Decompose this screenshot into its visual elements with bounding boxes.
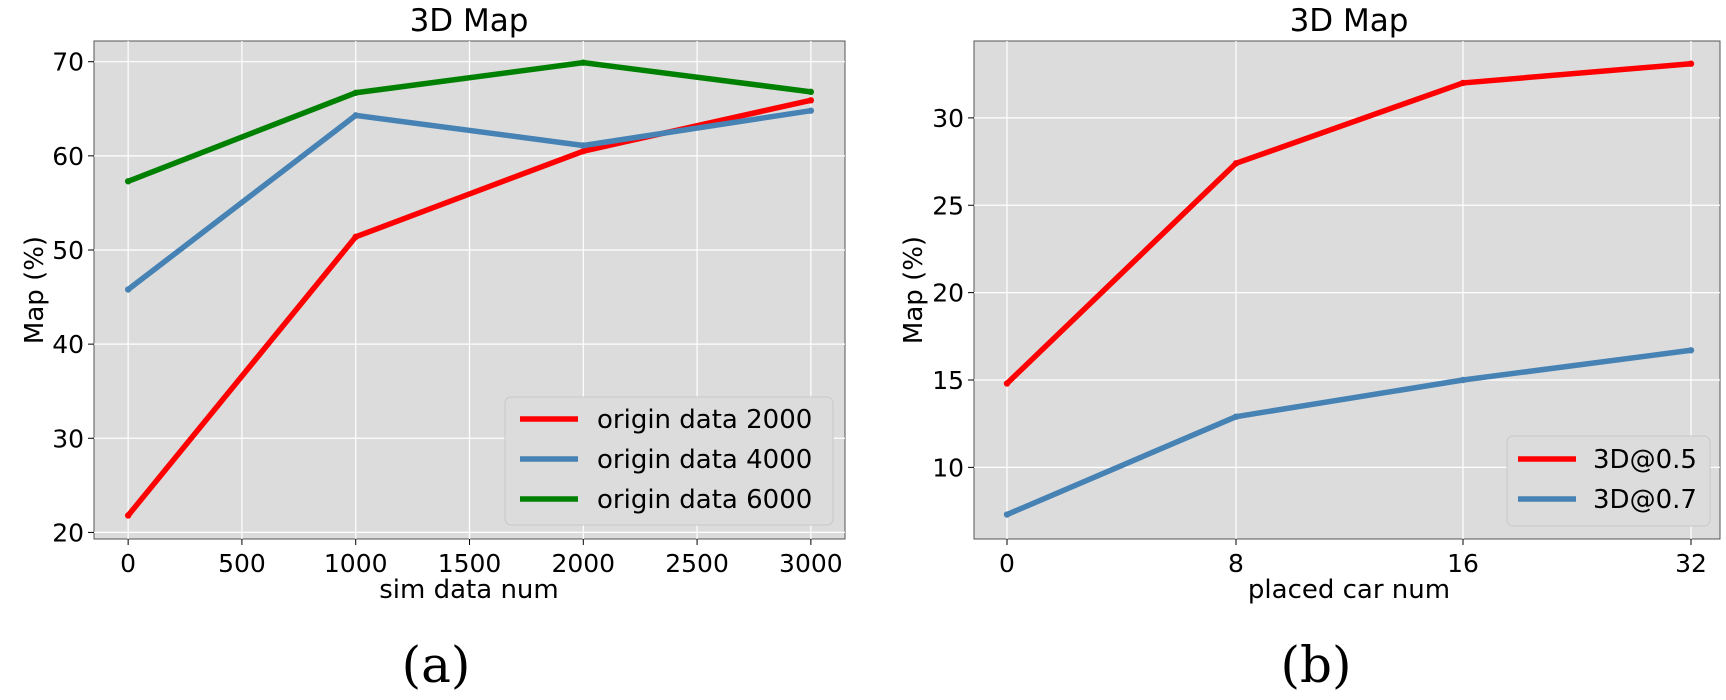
data-point — [124, 178, 132, 185]
chart-panel-a: 0 500 1000 1500 2000 2500 3000 20 30 40 50 60 70 3D… — [20, 3, 846, 694]
data-point — [1459, 376, 1467, 384]
data-point — [580, 59, 587, 66]
y-axis-label-a: Map (%) — [20, 236, 50, 344]
panel-caption-b: (b) — [1280, 636, 1351, 694]
legend-label: 3D@0.7 — [1593, 485, 1697, 515]
data-point — [352, 112, 359, 119]
y-tick-label: 20 — [52, 518, 84, 547]
x-tick-label: 3000 — [779, 549, 843, 578]
series-line-3 — [127, 59, 812, 184]
series-line-2 — [1005, 347, 1692, 518]
x-tick-label: 16 — [1447, 549, 1479, 578]
legend-label: origin data 4000 — [597, 445, 812, 475]
data-point — [807, 88, 815, 96]
x-tick-label: 1000 — [324, 549, 388, 578]
panel-caption-a: (a) — [402, 636, 471, 694]
data-point — [1003, 380, 1011, 387]
data-point — [1459, 79, 1467, 87]
series-line-1 — [1005, 60, 1692, 386]
data-point — [352, 233, 359, 241]
y-axis-label-b: Map (%) — [899, 236, 929, 344]
legend-label: origin data 2000 — [597, 405, 812, 435]
x-ticks-b: 0 8 16 32 — [999, 539, 1707, 578]
x-tick-label: 0 — [999, 549, 1015, 578]
x-axis-label-b: placed car num — [1248, 575, 1450, 605]
y-tick-label: 30 — [52, 424, 84, 453]
x-tick-label: 8 — [1228, 549, 1244, 578]
data-point — [580, 147, 587, 155]
data-point — [1003, 511, 1011, 518]
y-tick-label: 40 — [52, 330, 84, 359]
y-tick-label: 25 — [932, 191, 964, 220]
y-tick-label: 10 — [932, 453, 964, 482]
data-point — [1687, 347, 1695, 354]
x-tick-label: 2000 — [551, 549, 615, 578]
series-lines-a — [124, 59, 815, 519]
y-tick-label: 50 — [52, 236, 84, 265]
legend-label: 3D@0.5 — [1593, 445, 1697, 475]
x-tick-label: 1500 — [438, 549, 502, 578]
data-point — [1232, 160, 1240, 167]
series-lines-b — [1003, 60, 1695, 518]
y-tick-label: 30 — [932, 104, 964, 133]
legend-a: origin data 2000 origin data 4000 origin d… — [504, 396, 834, 526]
y-ticks-b: 10 15 20 25 30 — [932, 104, 974, 482]
chart-title-a: 3D Map — [410, 3, 529, 39]
legend-box-a — [504, 396, 834, 526]
data-point — [1232, 413, 1240, 420]
data-point — [1687, 60, 1695, 67]
legend-label: origin data 6000 — [597, 485, 812, 515]
x-tick-label: 2500 — [665, 549, 729, 578]
x-tick-label: 32 — [1675, 549, 1707, 578]
data-point — [580, 142, 587, 149]
x-tick-label: 500 — [218, 549, 266, 578]
x-axis-label-a: sim data num — [379, 575, 558, 605]
y-tick-label: 20 — [932, 279, 964, 308]
data-point — [124, 286, 132, 293]
x-tick-label: 0 — [120, 549, 136, 578]
chart-title-b: 3D Map — [1290, 3, 1409, 39]
legend-b: 3D@0.5 3D@0.7 — [1506, 435, 1711, 527]
data-point — [807, 107, 815, 114]
series-line-2 — [126, 107, 812, 292]
data-point — [807, 97, 815, 104]
y-tick-label: 15 — [932, 366, 964, 395]
y-ticks-a: 20 30 40 50 60 70 — [52, 48, 94, 547]
x-ticks-a: 0 500 1000 1500 2000 2500 3000 — [120, 539, 843, 578]
data-point — [124, 512, 132, 519]
grid-b — [974, 41, 1720, 539]
data-point — [352, 89, 359, 96]
y-tick-label: 70 — [52, 48, 84, 77]
y-tick-label: 60 — [52, 142, 84, 171]
